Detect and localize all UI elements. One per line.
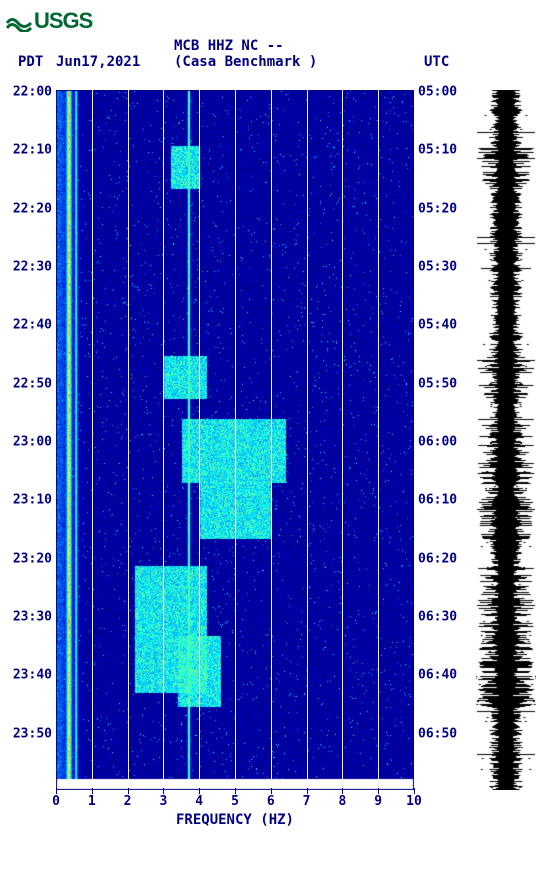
pdt-tick-label: 23:00 (8, 435, 52, 450)
freq-tick-label: 4 (195, 794, 203, 809)
location-label: (Casa Benchmark ) (174, 54, 317, 70)
freq-tick-label: 9 (374, 794, 382, 809)
station-label: MCB HHZ NC -- (174, 38, 284, 54)
freq-tick-label: 6 (267, 794, 275, 809)
utc-tick-label: 05:00 (418, 85, 462, 100)
pdt-tick-label: 23:20 (8, 551, 52, 566)
pdt-tick-label: 23:40 (8, 668, 52, 683)
utc-tick-label: 06:40 (418, 668, 462, 683)
date-label: Jun17,2021 (56, 54, 140, 70)
freq-tick-label: 2 (124, 794, 132, 809)
utc-tick-label: 05:20 (418, 201, 462, 216)
pdt-tick-label: 22:20 (8, 201, 52, 216)
frequency-axis-label: FREQUENCY (HZ) (56, 812, 414, 828)
frequency-axis: FREQUENCY (HZ) 012345678910 (56, 790, 414, 830)
freq-tick-label: 7 (303, 794, 311, 809)
utc-tick-label: 06:20 (418, 551, 462, 566)
tz-left-label: PDT (18, 54, 43, 70)
usgs-logo-text: USGS (34, 8, 92, 34)
pdt-tick-label: 22:30 (8, 260, 52, 275)
pdt-tick-label: 23:30 (8, 610, 52, 625)
pdt-tick-label: 23:10 (8, 493, 52, 508)
utc-tick-label: 05:10 (418, 143, 462, 158)
pdt-tick-label: 22:10 (8, 143, 52, 158)
pdt-tick-label: 23:50 (8, 726, 52, 741)
usgs-logo: USGS (6, 8, 92, 34)
utc-tick-label: 06:50 (418, 726, 462, 741)
pdt-tick-label: 22:40 (8, 318, 52, 333)
tz-right-label: UTC (424, 54, 449, 70)
freq-tick-label: 5 (231, 794, 239, 809)
waveform-trace (476, 90, 536, 790)
utc-tick-label: 05:40 (418, 318, 462, 333)
utc-tick-label: 06:00 (418, 435, 462, 450)
spectrogram-plot (56, 90, 414, 790)
freq-tick-label: 3 (159, 794, 167, 809)
freq-tick-label: 8 (338, 794, 346, 809)
pdt-tick-label: 22:50 (8, 376, 52, 391)
pdt-tick-label: 22:00 (8, 85, 52, 100)
freq-tick-label: 0 (52, 794, 60, 809)
utc-tick-label: 05:50 (418, 376, 462, 391)
utc-tick-label: 06:30 (418, 610, 462, 625)
freq-tick-label: 10 (406, 794, 422, 809)
utc-tick-label: 06:10 (418, 493, 462, 508)
utc-tick-label: 05:30 (418, 260, 462, 275)
freq-tick-label: 1 (88, 794, 96, 809)
usgs-wave-icon (6, 10, 32, 32)
